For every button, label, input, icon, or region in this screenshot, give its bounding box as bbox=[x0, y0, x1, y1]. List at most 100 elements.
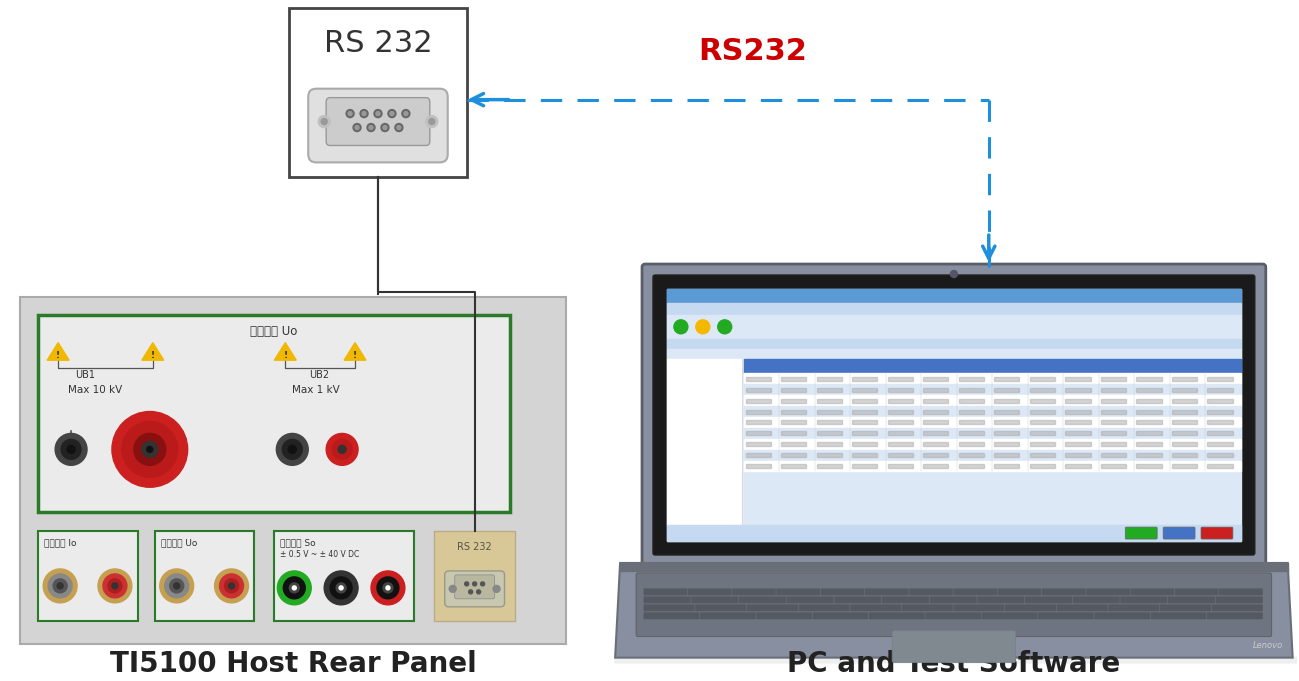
Bar bbox=[887, 398, 913, 402]
Circle shape bbox=[282, 439, 303, 460]
FancyBboxPatch shape bbox=[777, 588, 820, 595]
Bar bbox=[817, 420, 842, 424]
Circle shape bbox=[97, 569, 132, 603]
Circle shape bbox=[321, 118, 327, 125]
Bar bbox=[1065, 464, 1090, 469]
FancyBboxPatch shape bbox=[1094, 612, 1150, 619]
Bar bbox=[994, 420, 1020, 424]
Bar bbox=[887, 443, 913, 446]
FancyBboxPatch shape bbox=[733, 588, 776, 595]
FancyBboxPatch shape bbox=[813, 612, 869, 619]
Bar bbox=[666, 349, 1241, 359]
FancyBboxPatch shape bbox=[1120, 597, 1168, 603]
Bar bbox=[852, 377, 877, 381]
Bar bbox=[743, 461, 1241, 471]
Bar bbox=[1207, 409, 1233, 413]
Bar bbox=[924, 420, 948, 424]
Bar bbox=[1100, 377, 1126, 381]
FancyBboxPatch shape bbox=[909, 588, 953, 595]
Bar bbox=[1030, 387, 1055, 392]
Circle shape bbox=[390, 112, 394, 116]
Bar bbox=[1207, 454, 1233, 458]
FancyBboxPatch shape bbox=[687, 588, 731, 595]
Circle shape bbox=[112, 411, 187, 487]
Bar bbox=[1137, 387, 1161, 392]
Bar bbox=[1065, 454, 1090, 458]
Bar bbox=[1172, 443, 1198, 446]
Bar bbox=[781, 387, 807, 392]
Bar bbox=[1172, 432, 1198, 435]
Bar bbox=[1207, 398, 1233, 402]
Bar bbox=[1100, 398, 1126, 402]
Circle shape bbox=[55, 433, 87, 465]
Bar bbox=[746, 432, 770, 435]
Text: RS 232: RS 232 bbox=[323, 29, 433, 59]
Text: !: ! bbox=[353, 351, 357, 360]
Bar bbox=[743, 428, 1241, 439]
Circle shape bbox=[112, 583, 118, 589]
Circle shape bbox=[353, 123, 361, 131]
Bar bbox=[1137, 398, 1161, 402]
Circle shape bbox=[696, 320, 709, 334]
Circle shape bbox=[395, 123, 403, 131]
Circle shape bbox=[429, 118, 435, 125]
FancyBboxPatch shape bbox=[786, 597, 834, 603]
Circle shape bbox=[57, 583, 64, 589]
Text: RS232: RS232 bbox=[698, 37, 807, 66]
Bar bbox=[852, 443, 877, 446]
Circle shape bbox=[160, 569, 194, 603]
Bar bbox=[1030, 420, 1055, 424]
FancyBboxPatch shape bbox=[1005, 604, 1056, 612]
Bar bbox=[666, 359, 742, 525]
Polygon shape bbox=[616, 563, 1293, 658]
Circle shape bbox=[674, 320, 688, 334]
Bar bbox=[666, 303, 1241, 315]
Bar bbox=[959, 420, 983, 424]
FancyBboxPatch shape bbox=[1108, 604, 1160, 612]
Bar bbox=[1065, 377, 1090, 381]
Circle shape bbox=[401, 110, 410, 118]
Bar bbox=[1207, 443, 1233, 446]
Bar bbox=[1172, 420, 1198, 424]
Bar bbox=[620, 563, 1287, 571]
Bar bbox=[746, 420, 770, 424]
FancyBboxPatch shape bbox=[821, 588, 864, 595]
Bar bbox=[1100, 464, 1126, 469]
Bar bbox=[1100, 443, 1126, 446]
Bar bbox=[781, 464, 807, 469]
FancyBboxPatch shape bbox=[1056, 604, 1108, 612]
Circle shape bbox=[355, 125, 359, 129]
Bar bbox=[994, 432, 1020, 435]
Bar bbox=[1207, 420, 1233, 424]
Circle shape bbox=[481, 582, 485, 586]
Bar bbox=[994, 398, 1020, 402]
Circle shape bbox=[386, 586, 390, 590]
Circle shape bbox=[383, 583, 392, 593]
Bar bbox=[1172, 454, 1198, 458]
FancyBboxPatch shape bbox=[1151, 612, 1207, 619]
Bar bbox=[1100, 432, 1126, 435]
Bar bbox=[746, 377, 770, 381]
Circle shape bbox=[48, 574, 71, 598]
Circle shape bbox=[336, 583, 346, 593]
Bar bbox=[1065, 409, 1090, 413]
Circle shape bbox=[377, 577, 399, 599]
Bar bbox=[1100, 387, 1126, 392]
Bar bbox=[746, 464, 770, 469]
FancyBboxPatch shape bbox=[953, 588, 998, 595]
Bar bbox=[1100, 409, 1126, 413]
FancyBboxPatch shape bbox=[38, 315, 509, 512]
Bar bbox=[1172, 377, 1198, 381]
Bar bbox=[1137, 432, 1161, 435]
Circle shape bbox=[325, 571, 359, 605]
Bar bbox=[817, 443, 842, 446]
FancyBboxPatch shape bbox=[308, 89, 448, 162]
Circle shape bbox=[318, 116, 330, 127]
Text: ± 0.5 V ~ ± 40 V DC: ± 0.5 V ~ ± 40 V DC bbox=[281, 550, 360, 560]
Circle shape bbox=[388, 110, 396, 118]
Bar bbox=[1065, 443, 1090, 446]
Text: UB1: UB1 bbox=[75, 370, 95, 379]
Text: !: ! bbox=[151, 351, 155, 360]
Circle shape bbox=[103, 574, 127, 598]
Circle shape bbox=[333, 439, 352, 460]
